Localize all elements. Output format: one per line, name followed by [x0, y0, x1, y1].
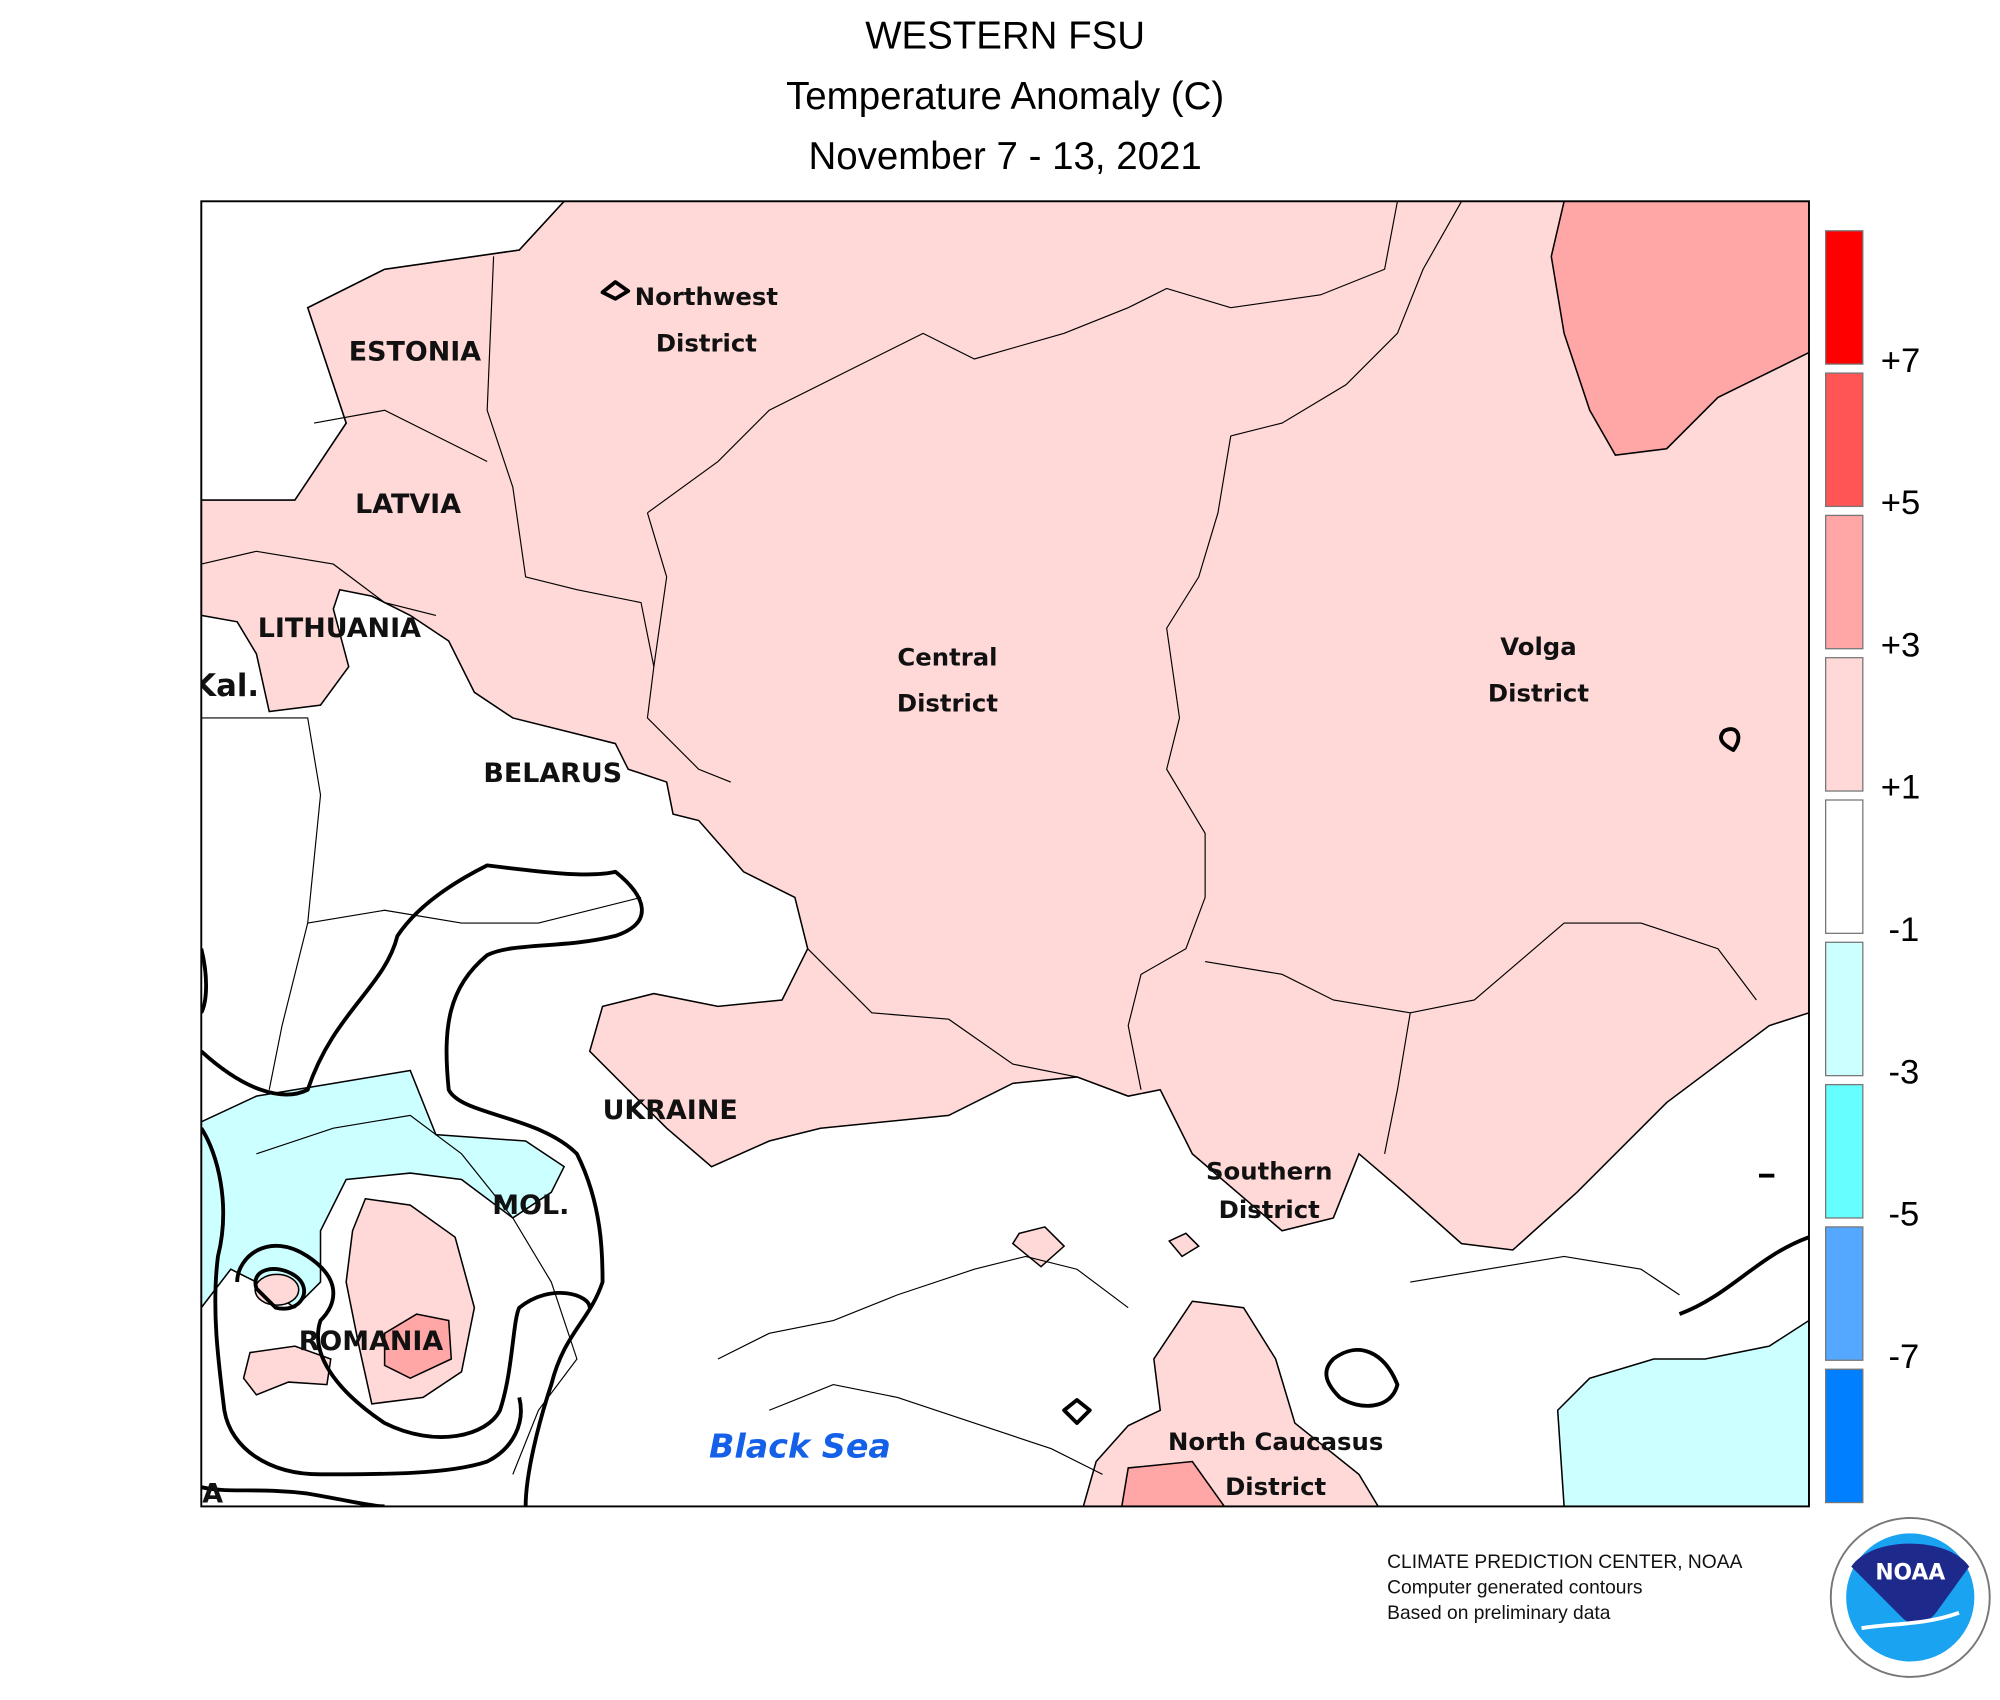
credit-line-2: Computer generated contours	[1387, 1578, 1642, 1599]
contour-lines	[201, 280, 1809, 1507]
title-variable: Temperature Anomaly (C)	[786, 75, 1224, 118]
label-moldova: MOL.	[492, 1190, 569, 1221]
label-romania: ROMANIA	[299, 1326, 444, 1357]
map-area: ESTONIA LATVIA LITHUANIA Kal. BELARUS UK…	[192, 201, 1809, 1510]
anomaly-area-romania-core	[383, 1313, 453, 1380]
anomaly-area-north-caucasus-core	[1121, 1460, 1226, 1507]
label-southern-district: Southern	[1206, 1156, 1332, 1185]
legend-swatch	[1825, 1368, 1864, 1504]
anomaly-area-plus3-5-northeast	[1550, 201, 1809, 456]
credit-line-3: Based on preliminary data	[1387, 1603, 1611, 1624]
label-central-district-2: District	[897, 689, 998, 718]
label-north-caucasus-district: North Caucasus	[1168, 1427, 1383, 1456]
label-central-district: Central	[897, 642, 997, 671]
legend-swatch	[1825, 230, 1864, 365]
title-region: WESTERN FSU	[865, 15, 1145, 58]
anomaly-area-small	[1011, 1226, 1066, 1268]
legend-swatch	[1825, 657, 1864, 792]
label-southern-district-2: District	[1219, 1195, 1320, 1224]
legend-tick-label: -5	[1888, 1196, 1919, 1234]
legend-swatch	[1825, 372, 1864, 508]
legend-tick-label: +3	[1881, 626, 1920, 664]
map-labels: ESTONIA LATVIA LITHUANIA Kal. BELARUS UK…	[192, 282, 1589, 1510]
label-ukraine: UKRAINE	[603, 1095, 738, 1126]
legend-tick-label: +5	[1881, 484, 1920, 522]
legend-tick-label: -7	[1888, 1338, 1919, 1376]
label-bulgaria-partial: IA	[192, 1479, 223, 1510]
label-belarus: BELARUS	[483, 758, 622, 789]
credit-line-1: CLIMATE PREDICTION CENTER, NOAA	[1387, 1552, 1742, 1573]
legend-tick-label: -3	[1888, 1053, 1919, 1091]
label-kaliningrad: Kal.	[192, 668, 259, 704]
legend-tick-label: +1	[1881, 769, 1920, 807]
legend-tick-label: +7	[1881, 342, 1920, 380]
label-north-caucasus-district-2: District	[1225, 1472, 1326, 1501]
color-legend: +7 +5 +3 +1 -1 -3 -5 -7	[1825, 230, 1920, 1504]
label-northwest-district-2: District	[656, 328, 757, 357]
country-borders	[201, 201, 1757, 1475]
noaa-logo: NOAA	[1829, 1516, 1991, 1678]
label-northwest-district: Northwest	[635, 282, 779, 311]
legend-swatch	[1825, 1226, 1864, 1361]
legend-swatch	[1825, 1083, 1864, 1219]
legend-swatch	[1825, 514, 1864, 650]
label-volga-district: Volga	[1500, 632, 1576, 661]
legend-swatch	[1825, 799, 1864, 934]
anomaly-area-small	[254, 1273, 300, 1306]
legend-swatch	[1825, 941, 1864, 1077]
anomaly-area-small	[242, 1345, 332, 1396]
anomaly-area-north-caucasus	[1082, 1300, 1380, 1507]
label-volga-district-2: District	[1488, 678, 1589, 707]
label-lithuania: LITHUANIA	[258, 613, 421, 644]
anomaly-area-minus1-3-caspian	[1556, 1319, 1809, 1507]
noaa-logo-text: NOAA	[1875, 1560, 1945, 1585]
gulf-of-finland	[201, 201, 566, 501]
map-frame	[200, 200, 1810, 1508]
label-latvia: LATVIA	[355, 489, 461, 520]
legend-tick-label: -1	[1888, 911, 1919, 949]
anomaly-area-small	[1167, 1232, 1200, 1258]
label-estonia: ESTONIA	[349, 336, 482, 367]
title-period: November 7 - 13, 2021	[808, 135, 1201, 178]
label-black-sea: Black Sea	[709, 1427, 891, 1466]
